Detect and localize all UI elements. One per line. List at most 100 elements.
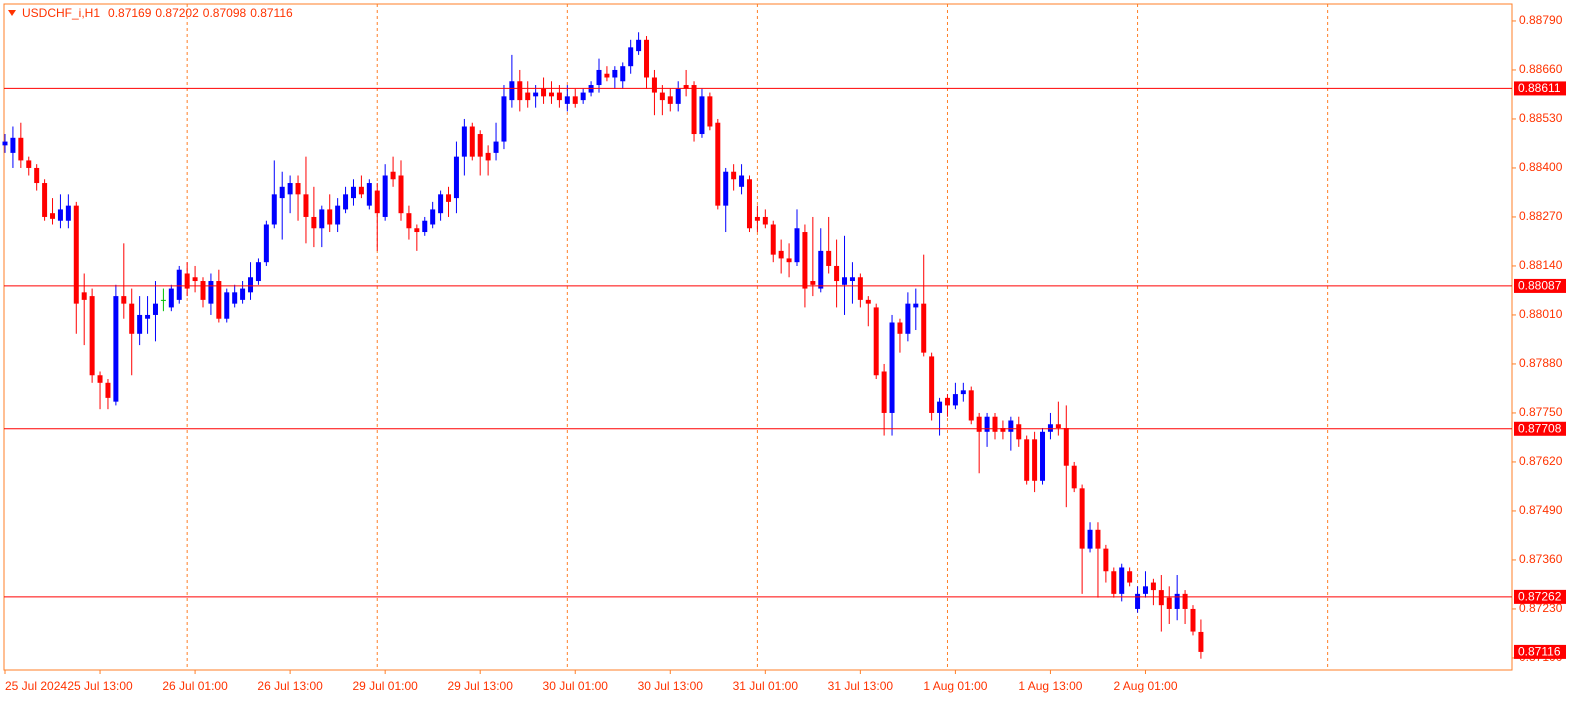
candle-body — [1190, 608, 1196, 632]
candle-body — [762, 216, 768, 225]
candle-body — [913, 303, 919, 308]
candle-body — [786, 258, 792, 263]
candle-body — [414, 228, 420, 233]
candle-body — [1150, 582, 1156, 591]
candle-body — [398, 175, 404, 214]
candle-body — [644, 39, 650, 78]
candle-body — [1071, 465, 1077, 489]
candle-body — [905, 303, 911, 334]
level-box — [1514, 421, 1566, 436]
candle-body — [406, 213, 412, 229]
level-box — [1514, 278, 1566, 293]
candle-body — [556, 92, 562, 101]
x-tick-label: 25 Jul 2024 — [5, 679, 67, 693]
menu-arrow[interactable] — [8, 10, 16, 16]
candle-body — [802, 232, 808, 289]
candle-body — [374, 190, 380, 214]
candle-body — [65, 205, 71, 221]
candle-body — [1095, 529, 1101, 549]
candle-body — [358, 186, 364, 195]
plot-frame — [3, 3, 1513, 671]
candle-body — [976, 416, 982, 432]
candle-body — [1119, 567, 1125, 594]
x-tick-label: 31 Jul 13:00 — [828, 679, 894, 693]
candle-body — [952, 394, 958, 406]
current-price-box — [1514, 644, 1566, 659]
header-high: 0.87202 — [155, 6, 199, 20]
candle-body — [937, 401, 943, 413]
candle-body — [897, 322, 903, 334]
candle-body — [834, 265, 840, 282]
candle-body — [612, 69, 618, 78]
candle-body — [89, 296, 95, 376]
candle-body — [968, 390, 974, 421]
candle-body — [73, 205, 79, 304]
candle-body — [889, 322, 895, 413]
candle-body — [248, 277, 254, 293]
candle-body — [208, 281, 214, 304]
candle-body — [461, 126, 467, 157]
candle-body — [818, 250, 824, 289]
candle-body — [192, 277, 198, 282]
x-tick-label: 1 Aug 13:00 — [1018, 679, 1082, 693]
candle-body — [857, 277, 863, 300]
x-tick-label: 30 Jul 13:00 — [638, 679, 704, 693]
x-tick-label: 26 Jul 13:00 — [257, 679, 323, 693]
candle-body — [667, 96, 673, 104]
candle-body — [659, 92, 665, 101]
y-tick-label: 0.87360 — [1519, 552, 1563, 566]
candle-body — [1087, 529, 1093, 549]
candle-body — [944, 397, 950, 406]
candle-body — [826, 250, 832, 266]
candle-body — [525, 92, 531, 101]
candle-body — [715, 122, 721, 206]
candle-body — [1040, 431, 1046, 481]
x-tick-label: 29 Jul 13:00 — [448, 679, 514, 693]
candle-body — [113, 296, 119, 402]
level-label: 0.87708 — [1518, 421, 1562, 435]
y-tick-label: 0.88010 — [1519, 307, 1563, 321]
candle-body — [1135, 593, 1141, 609]
candle-body — [216, 281, 222, 319]
candle-body — [477, 134, 483, 157]
candle-body — [137, 314, 143, 334]
candle-body — [295, 183, 301, 195]
candle-body — [1079, 488, 1085, 549]
candle-body — [960, 390, 966, 395]
candle-body — [810, 281, 816, 285]
x-tick-label: 1 Aug 01:00 — [923, 679, 987, 693]
y-tick-label: 0.88660 — [1519, 62, 1563, 76]
candle-body — [691, 85, 697, 135]
candle-body — [1111, 571, 1117, 594]
candle-body — [1142, 586, 1148, 594]
candle-body — [263, 224, 269, 263]
level-label: 0.87262 — [1518, 590, 1562, 604]
candle-body — [1063, 428, 1069, 466]
y-tick-label: 0.88140 — [1519, 258, 1563, 272]
x-tick-label: 25 Jul 13:00 — [67, 679, 133, 693]
candle-body — [446, 194, 452, 202]
candle-body — [422, 220, 428, 233]
candle-body — [842, 277, 848, 285]
y-tick-label: 0.87750 — [1519, 405, 1563, 419]
candle-body — [81, 292, 87, 300]
candle-body — [1008, 420, 1014, 432]
candle-body — [1032, 439, 1038, 481]
candle-body — [699, 96, 705, 135]
candle-body — [541, 88, 547, 97]
candle-body — [1158, 590, 1164, 606]
candle-body — [50, 213, 56, 219]
candle-body — [42, 183, 48, 217]
candle-body — [382, 175, 388, 217]
candle-body — [636, 39, 642, 52]
x-tick-label: 30 Jul 01:00 — [543, 679, 609, 693]
candle-body — [160, 299, 166, 301]
x-tick-label: 29 Jul 01:00 — [352, 679, 418, 693]
candle-body — [200, 281, 206, 300]
header-low: 0.87098 — [203, 6, 247, 20]
x-tick-label: 31 Jul 01:00 — [733, 679, 799, 693]
header-open: 0.87169 — [108, 6, 152, 20]
candle-body — [651, 77, 657, 93]
candle-body — [628, 47, 634, 67]
